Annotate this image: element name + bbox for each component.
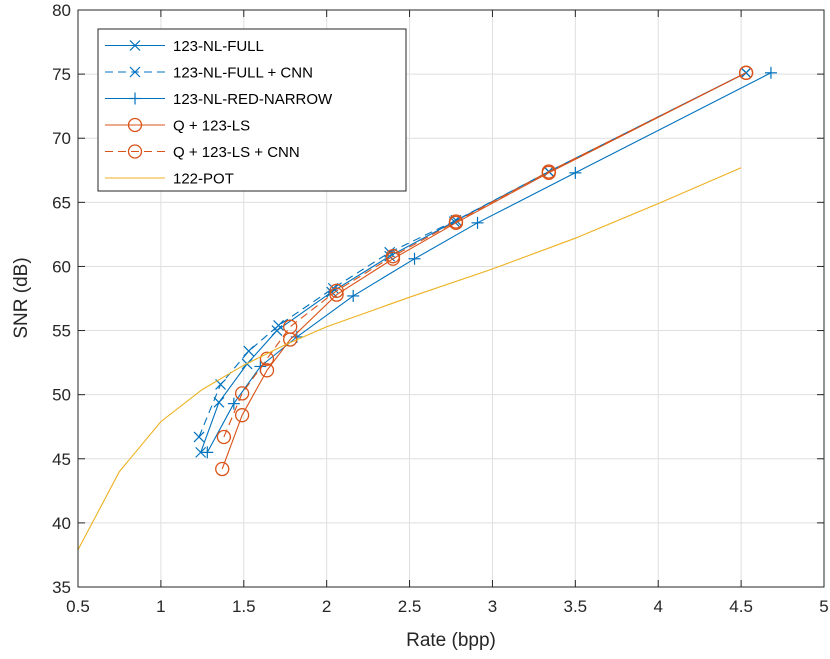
legend-label: 123-NL-FULL + CNN [173,65,313,82]
data-point [195,446,207,458]
grid [77,9,825,588]
y-tick-label: 35 [52,578,71,597]
data-point [329,283,344,298]
series-4 [216,65,754,445]
y-tick-label: 75 [52,65,71,84]
legend-item: Q + 123-LS + CNN [105,144,300,161]
data-point [259,363,275,378]
data-point [243,345,255,357]
x-tick-label: 1 [156,597,165,616]
data-point [329,287,344,302]
x-marker-stroke [273,320,285,331]
data-point [408,252,421,265]
y-tick-label: 45 [52,450,71,469]
x-marker-stroke [195,446,207,458]
series-layer [77,65,777,551]
data-point [213,396,225,408]
x-marker-stroke [129,66,141,78]
x-tick-label: 2.5 [398,597,422,616]
data-point [227,397,240,410]
ticks [77,9,825,588]
data-point [385,249,401,264]
x-tick-label: 3.5 [564,597,588,616]
y-tick-label: 50 [52,386,71,405]
series-line [77,167,742,551]
x-tick-label: 0.5 [66,597,90,616]
x-tick-label: 4 [653,597,662,616]
data-point [234,386,250,401]
data-point [201,446,214,459]
legend-marker [127,117,143,133]
series-line [223,72,747,438]
legend-item: 123-NL-FULL + CNN [105,65,313,82]
x-marker-stroke [213,396,225,408]
legend-label: Q + 123-LS + CNN [173,144,300,161]
x-marker-stroke [193,431,205,443]
x-tick-label: 1.5 [232,597,256,616]
y-tick-label: 55 [52,322,71,341]
data-point [569,166,582,179]
x-marker-stroke [129,40,141,51]
x-tick-label: 3 [488,597,497,616]
data-point [738,65,754,80]
data-point [273,320,285,331]
legend-item: 122-POT [105,171,234,188]
x-tick-label: 5 [819,597,828,616]
x-axis-title: Rate (bpp) [406,630,496,651]
y-tick-label: 60 [52,257,71,276]
y-tick-label: 40 [52,514,71,533]
legend-item: Q + 123-LS [105,118,250,135]
data-point [234,408,250,423]
x-marker-stroke [215,378,226,390]
legend: 123-NL-FULL 123-NL-FULL + CNN 123-NL-RED-N… [97,28,407,192]
data-point [347,289,360,302]
series-line [221,72,747,470]
y-axis-title: SNR (dB) [11,257,32,338]
legend-marker [129,40,141,51]
data-point [193,431,205,443]
y-tick-label: 65 [52,193,71,212]
plot-frame [77,9,825,588]
legend-marker [129,66,141,78]
legend-label: Q + 123-LS [173,118,250,135]
data-point [764,66,777,79]
data-point [471,216,484,229]
legend-label: 123-NL-FULL [173,38,264,55]
x-marker-stroke [243,345,255,357]
y-tick-label: 80 [52,1,71,20]
legend-marker [129,92,141,105]
legend-marker [127,144,143,159]
legend-label: 122-POT [173,171,234,188]
data-point [448,214,464,229]
series-5 [77,167,742,551]
data-point [216,429,232,445]
data-point [215,461,230,477]
legend-label: 123-NL-RED-NARROW [173,91,333,108]
x-tick-label: 2 [322,597,331,616]
legend-box [97,28,407,192]
data-point [259,351,275,366]
legend-item: 123-NL-FULL [105,38,264,55]
y-tick-label: 70 [52,129,71,148]
data-point [283,319,298,334]
x-tick-label: 4.5 [729,597,753,616]
data-point [541,164,556,179]
legend-item: 123-NL-RED-NARROW [105,91,333,108]
tick-labels: 0.5 1 1.5 2 2.5 3 3.5 4 4.5 5 35 40 45 50 55 60 65 70 75 80 [52,1,829,616]
